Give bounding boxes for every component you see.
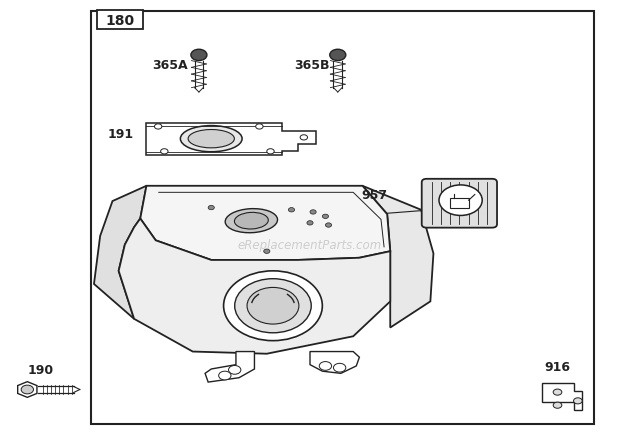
Text: 957: 957 [361,189,387,201]
Text: 191: 191 [108,127,134,141]
Text: 180: 180 [105,14,135,28]
Circle shape [326,223,332,228]
Polygon shape [94,186,146,319]
Circle shape [574,398,582,404]
Text: 365B: 365B [294,59,330,72]
Circle shape [229,366,241,374]
Text: 190: 190 [27,363,53,376]
Circle shape [267,149,274,155]
Polygon shape [310,352,360,374]
Polygon shape [146,123,316,156]
Polygon shape [140,186,390,260]
Circle shape [161,149,168,155]
Polygon shape [363,186,433,328]
Polygon shape [205,352,254,382]
Circle shape [307,221,313,226]
Circle shape [255,124,263,130]
Circle shape [330,50,346,61]
Circle shape [439,185,482,216]
Circle shape [288,208,294,212]
Bar [91,12,594,424]
Circle shape [310,210,316,215]
Circle shape [224,271,322,341]
FancyBboxPatch shape [422,180,497,228]
Circle shape [219,371,231,380]
Circle shape [334,364,346,372]
Circle shape [322,215,329,219]
Ellipse shape [234,213,268,230]
Circle shape [154,124,162,130]
Circle shape [300,135,308,141]
Circle shape [191,50,207,61]
Text: 365A: 365A [153,59,188,72]
Circle shape [553,402,562,408]
Ellipse shape [188,130,234,148]
Ellipse shape [180,126,242,152]
Ellipse shape [225,209,278,233]
Bar [450,198,469,208]
Polygon shape [18,382,37,397]
Text: 916: 916 [544,360,570,374]
Circle shape [553,389,562,395]
Circle shape [21,385,33,394]
Circle shape [247,288,299,324]
Bar [97,11,143,30]
Text: eReplacementParts.com: eReplacementParts.com [238,239,382,251]
Circle shape [235,279,311,333]
Circle shape [319,362,332,371]
Polygon shape [118,219,390,354]
Circle shape [264,250,270,254]
Polygon shape [542,383,582,410]
Circle shape [208,206,215,210]
